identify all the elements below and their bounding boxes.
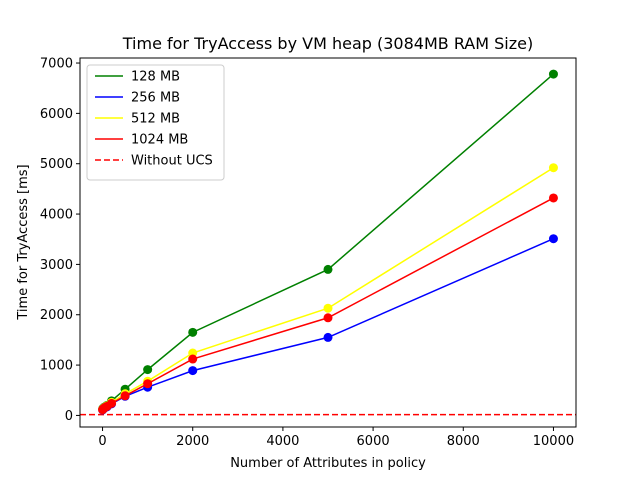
legend-label-0: 128 MB [131,70,180,85]
legend-label-3: 1024 MB [131,133,188,148]
plot-area [80,69,576,416]
data-point-s3-5 [107,398,117,408]
y-tick-label-2: 2000 [40,308,73,323]
y-tick-label-1: 1000 [40,359,73,374]
y-tick-label-4: 4000 [40,208,73,223]
x-tick-label-4: 8000 [447,434,480,449]
x-tick-label-2: 4000 [266,434,299,449]
y-tick-label-0: 0 [65,409,73,424]
data-point-s3-9 [323,313,333,323]
legend-label-1: 256 MB [131,91,180,106]
data-point-s3-7 [143,379,153,389]
x-tick-label-1: 2000 [176,434,209,449]
data-point-s2-9 [323,303,333,313]
y-tick-label-3: 3000 [40,258,73,273]
data-point-s3-10 [548,193,558,203]
legend-frame [86,64,225,181]
legend: 128 MB 256 MB 512 MB 1024 MB Without UCS [86,64,225,181]
data-point-s0-10 [548,69,558,79]
plot-content [80,69,576,416]
data-point-s3-6 [120,391,130,401]
legend-label-4: Without UCS [131,154,213,169]
data-point-s2-10 [548,163,558,173]
x-tick-label-0: 0 [98,434,106,449]
x-axis-label: Number of Attributes in policy [230,456,426,471]
data-point-s0-8 [188,327,198,337]
y-tick-label-5: 5000 [40,157,73,172]
data-point-s0-9 [323,264,333,274]
data-point-s3-8 [188,354,198,364]
y-axis-label: Time for TryAccess [ms] [16,164,31,320]
chart-title: Time for TryAccess by VM heap (3084MB RA… [122,34,533,53]
x-axis: 0 2000 4000 6000 8000 10000 [98,427,574,449]
y-tick-label-6: 6000 [40,107,73,122]
data-point-s1-8 [188,366,198,376]
y-tick-label-7: 7000 [40,57,73,72]
data-point-s1-9 [323,332,333,342]
x-tick-label-5: 10000 [533,434,574,449]
x-tick-label-3: 6000 [357,434,390,449]
legend-label-2: 512 MB [131,112,180,127]
y-axis: 0 1000 2000 3000 4000 5000 6000 7000 [40,57,80,424]
plot-frame [79,57,577,428]
data-point-s0-7 [143,365,153,375]
data-point-s1-10 [548,234,558,244]
